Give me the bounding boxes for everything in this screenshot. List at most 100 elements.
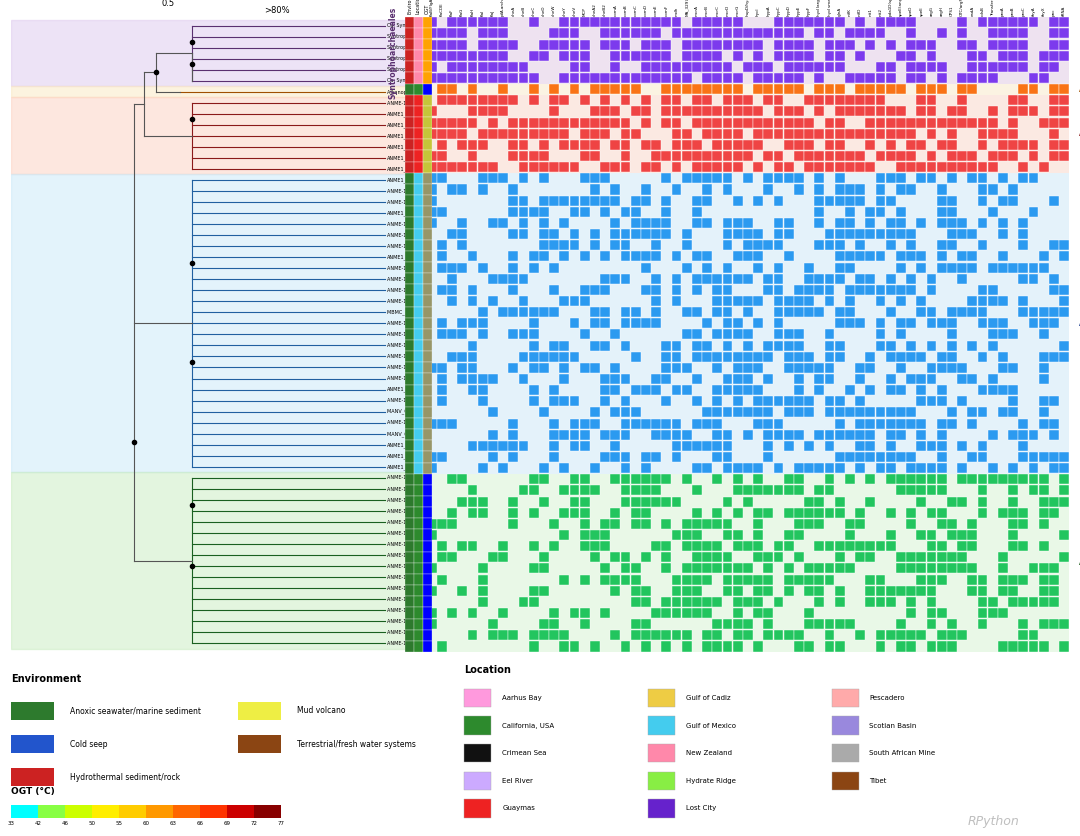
Bar bbox=[825, 240, 835, 250]
Bar bbox=[814, 497, 824, 507]
Bar bbox=[529, 84, 539, 94]
Bar bbox=[1039, 574, 1049, 584]
Bar bbox=[405, 128, 414, 140]
Bar bbox=[1059, 51, 1069, 61]
Text: Hydrothermal sediment/rock: Hydrothermal sediment/rock bbox=[70, 772, 180, 782]
Bar bbox=[651, 62, 661, 72]
Bar bbox=[509, 329, 518, 339]
Bar bbox=[631, 206, 640, 217]
Bar bbox=[723, 574, 732, 584]
Bar bbox=[906, 352, 916, 362]
Bar bbox=[681, 329, 691, 339]
Bar bbox=[477, 173, 487, 183]
FancyBboxPatch shape bbox=[648, 772, 675, 790]
Bar bbox=[825, 374, 835, 384]
Bar bbox=[631, 307, 640, 317]
Bar bbox=[681, 474, 691, 484]
Bar bbox=[427, 441, 1069, 451]
Bar bbox=[733, 140, 743, 150]
Bar bbox=[998, 296, 1008, 306]
Bar bbox=[1009, 363, 1018, 373]
Bar bbox=[559, 340, 569, 350]
Bar bbox=[936, 62, 946, 72]
Bar bbox=[896, 173, 906, 183]
Bar bbox=[1018, 541, 1028, 551]
Bar bbox=[1059, 486, 1069, 496]
Bar bbox=[610, 62, 620, 72]
Bar bbox=[681, 385, 691, 395]
Bar bbox=[1059, 452, 1069, 462]
Bar bbox=[661, 218, 671, 228]
Bar bbox=[477, 73, 487, 83]
Bar bbox=[886, 407, 895, 417]
Bar bbox=[529, 352, 539, 362]
Text: ANME-1 S3_bin12: ANME-1 S3_bin12 bbox=[388, 332, 431, 337]
Bar bbox=[906, 252, 916, 262]
Bar bbox=[977, 73, 987, 83]
Bar bbox=[580, 73, 590, 83]
Text: ANME-1 B22_G9 (GCA_003661195.1): ANME-1 B22_G9 (GCA_003661195.1) bbox=[388, 100, 478, 105]
Bar bbox=[977, 452, 987, 462]
Bar bbox=[550, 452, 559, 462]
Bar bbox=[825, 430, 835, 440]
Bar bbox=[1039, 118, 1049, 128]
FancyBboxPatch shape bbox=[832, 689, 859, 707]
Bar bbox=[702, 574, 712, 584]
Bar bbox=[405, 418, 414, 429]
Text: pnc: pnc bbox=[1052, 8, 1056, 16]
Bar bbox=[427, 318, 1069, 329]
Bar bbox=[743, 62, 753, 72]
FancyBboxPatch shape bbox=[648, 799, 675, 818]
Bar bbox=[414, 441, 423, 451]
Bar bbox=[458, 140, 468, 150]
Bar bbox=[947, 319, 957, 329]
Bar bbox=[559, 363, 569, 373]
Text: OTC/argF/argI: OTC/argF/argI bbox=[960, 0, 964, 16]
Bar bbox=[936, 385, 946, 395]
Bar bbox=[590, 641, 599, 651]
Bar bbox=[713, 474, 723, 484]
Bar bbox=[580, 619, 590, 630]
Bar bbox=[423, 429, 432, 441]
Bar bbox=[651, 229, 661, 239]
Bar bbox=[458, 263, 468, 273]
Bar bbox=[1059, 497, 1069, 507]
Bar bbox=[414, 262, 423, 273]
Bar bbox=[529, 541, 539, 551]
Bar bbox=[845, 519, 854, 529]
Bar bbox=[423, 140, 432, 150]
Bar bbox=[590, 129, 599, 139]
Bar bbox=[423, 485, 432, 496]
Bar bbox=[753, 574, 762, 584]
Bar bbox=[498, 173, 508, 183]
Bar bbox=[957, 73, 967, 83]
Bar bbox=[702, 185, 712, 195]
FancyBboxPatch shape bbox=[11, 805, 38, 818]
Bar bbox=[753, 507, 762, 517]
Bar bbox=[427, 118, 436, 128]
Bar bbox=[621, 430, 631, 440]
Bar bbox=[917, 62, 927, 72]
Bar bbox=[917, 296, 927, 306]
Bar bbox=[794, 352, 804, 362]
Bar bbox=[957, 218, 967, 228]
Bar bbox=[988, 430, 998, 440]
Bar bbox=[794, 307, 804, 317]
Bar bbox=[753, 240, 762, 250]
Bar bbox=[998, 407, 1008, 417]
Bar bbox=[414, 273, 423, 284]
Bar bbox=[580, 140, 590, 150]
Bar bbox=[977, 18, 987, 28]
Bar bbox=[957, 106, 967, 116]
Bar bbox=[876, 206, 886, 217]
Bar bbox=[651, 307, 661, 317]
Bar bbox=[805, 162, 814, 172]
Bar bbox=[631, 352, 640, 362]
Bar bbox=[642, 385, 651, 395]
Bar bbox=[1009, 519, 1018, 529]
Bar bbox=[917, 530, 927, 540]
Bar bbox=[886, 530, 895, 540]
Bar bbox=[794, 396, 804, 406]
Bar bbox=[977, 597, 987, 607]
Bar bbox=[743, 374, 753, 384]
